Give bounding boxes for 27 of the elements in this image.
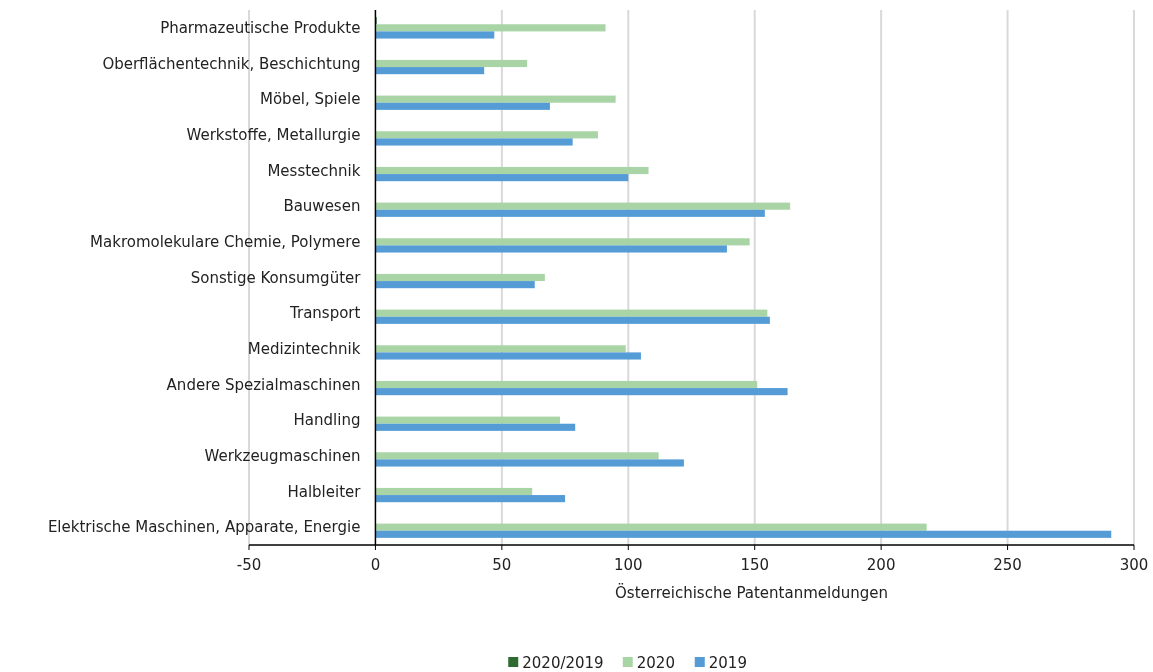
y-tick-label: Bauwesen [283, 197, 361, 216]
y-tick-label: Andere Spezialmaschinen [166, 375, 361, 394]
y-tick-label: Möbel, Spiele [260, 90, 361, 109]
y-tick-label: Makromolekulare Chemie, Polymere [90, 232, 361, 251]
y-tick-label: Messtechnik [267, 161, 361, 180]
x-tick-label: 200 [866, 556, 896, 574]
y-tick-label: Elektrische Maschinen, Apparate, Energie [47, 518, 361, 537]
y-tick-label: Werkzeugmaschinen [204, 446, 361, 465]
x-tick-label: 50 [492, 556, 512, 574]
legend-label: 2020 [636, 654, 675, 672]
x-tick-label: 150 [740, 556, 770, 574]
y-tick-label: Transport [289, 304, 361, 323]
x-tick-label: 0 [370, 556, 381, 574]
legend-label: 2020/2019 [522, 654, 604, 672]
y-tick-label: Halbleiter [287, 482, 362, 501]
y-tick-label: Werkstoffe, Metallurgie [186, 125, 361, 144]
x-tick-label: 300 [1119, 556, 1149, 574]
x-axis-title: Österreichische Patentanmeldungen [615, 583, 888, 602]
x-tick-label: 250 [993, 556, 1022, 574]
x-tick-label: -50 [236, 556, 262, 574]
y-tick-label: Sonstige Konsumgüter [190, 268, 362, 287]
x-tick-label: 100 [613, 556, 643, 574]
y-tick-label: Medizintechnik [247, 339, 361, 358]
y-tick-label: Handling [293, 411, 361, 430]
y-tick-label: Oberflächentechnik, Beschichtung [102, 54, 361, 73]
legend-label: 2019 [708, 654, 747, 672]
y-tick-label: Pharmazeutische Produkte [160, 18, 361, 37]
